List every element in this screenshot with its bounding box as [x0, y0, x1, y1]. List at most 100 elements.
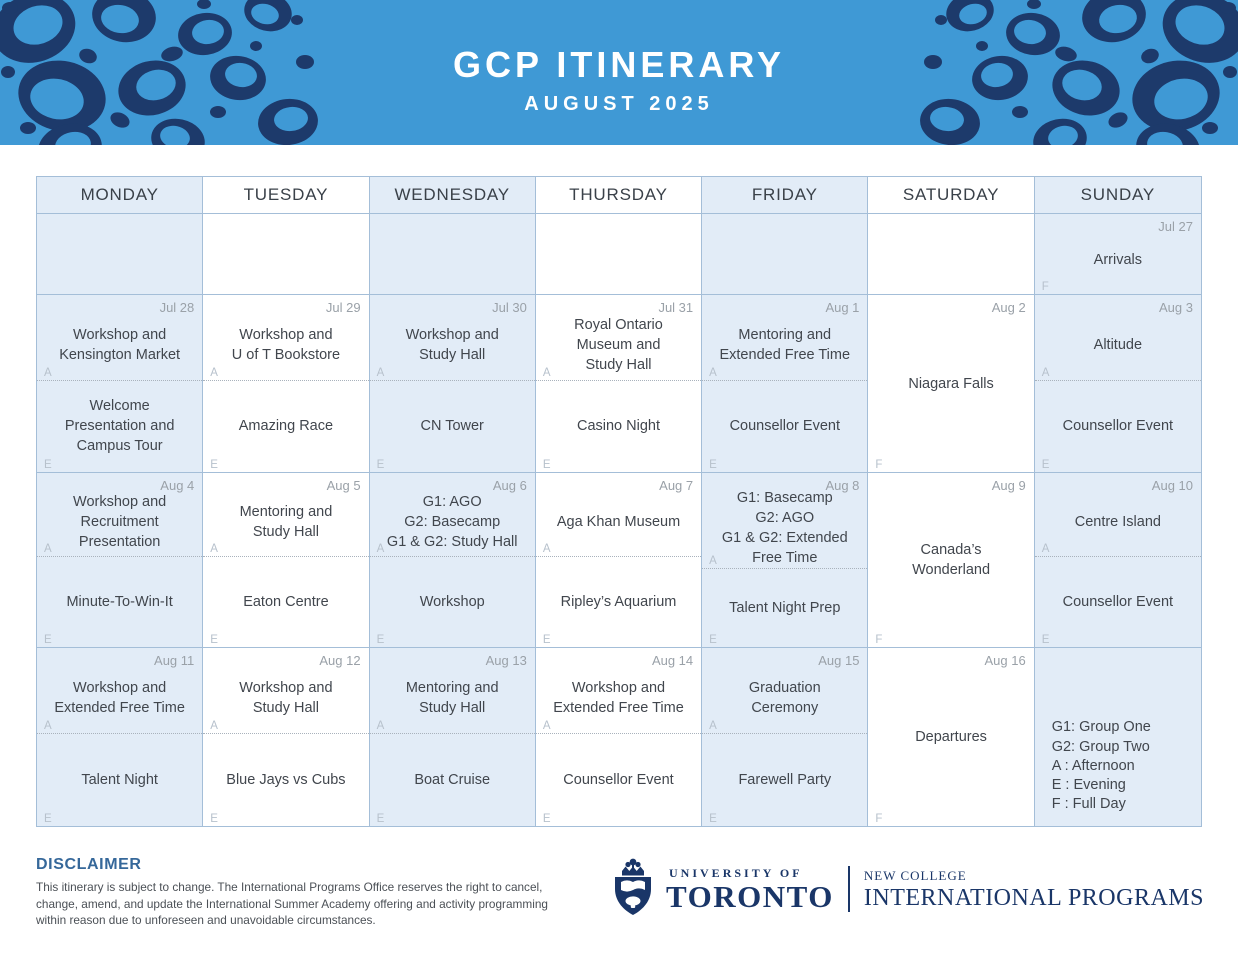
evening-section: Amazing Race E — [203, 381, 368, 472]
evening-event: Welcome Presentation and Campus Tour — [64, 398, 175, 455]
day-header-saturday: SATURDAY — [868, 177, 1035, 214]
evening-marker: E — [44, 634, 52, 646]
evening-event: Counsellor Event — [1062, 418, 1174, 435]
afternoon-section: Workshop and Extended Free Time A — [37, 648, 203, 735]
day-sections: Workshop and Study Hall A Blue Jays vs Cub… — [203, 648, 369, 826]
evening-event: CN Tower — [420, 418, 484, 435]
evening-marker: E — [210, 459, 218, 471]
full-day-marker: F — [875, 634, 883, 646]
disclaimer: DISCLAIMER This itinerary is subject to … — [36, 856, 566, 929]
day-cell-aug-15: Aug 15 Graduation Ceremony A Farewell Party… — [702, 648, 869, 826]
evening-event: Amazing Race — [238, 418, 334, 435]
cell-date: Aug 16 — [984, 653, 1026, 668]
evening-event: Minute-To-Win-It — [66, 594, 173, 611]
evening-section: Counsellor Event E — [1035, 557, 1201, 647]
cell-date: Aug 7 — [659, 478, 694, 493]
evening-event: Workshop — [419, 594, 485, 611]
evening-event: Eaton Centre — [243, 594, 329, 611]
afternoon-marker: A — [709, 366, 717, 379]
day-header-wednesday: WEDNESDAY — [369, 177, 536, 214]
afternoon-section: Workshop and Study Hall A — [369, 295, 535, 381]
afternoon-event: G1: Basecamp G2: AGO G1 & G2: Extended F… — [721, 490, 848, 566]
cell-date: Aug 9 — [991, 478, 1026, 493]
day-sections: Centre Island A Counsellor Event E — [1034, 473, 1201, 647]
evening-section: Talent Night Prep E — [702, 569, 867, 647]
evening-event: Farewell Party — [738, 772, 832, 789]
afternoon-event: Centre Island — [1074, 514, 1161, 531]
afternoon-event: Workshop and Extended Free Time — [553, 680, 684, 717]
afternoon-section: Workshop and U of T Bookstore A — [203, 295, 369, 381]
evening-section: CN Tower E — [370, 381, 535, 472]
cell-date: Jul 29 — [325, 300, 361, 315]
day-cell-aug-14: Aug 14 Workshop and Extended Free Time A Co… — [535, 648, 703, 826]
legend-line: G1: Group One — [1051, 719, 1151, 736]
afternoon-section: Workshop and Kensington Market A — [37, 295, 203, 381]
afternoon-section: Mentoring and Extended Free Time A — [702, 295, 868, 381]
afternoon-marker: A — [210, 543, 218, 556]
new-college-large-text: INTERNATIONAL PROGRAMS — [863, 884, 1204, 911]
legend-line: F : Full Day — [1051, 795, 1126, 812]
afternoon-section: Mentoring and Study Hall A — [369, 648, 535, 735]
day-cell-aug-9: Aug 9 Canada’s Wonderland F — [868, 473, 1035, 648]
afternoon-event: Workshop and Recruitment Presentation — [73, 494, 167, 551]
afternoon-section: Workshop and Extended Free Time A — [535, 648, 702, 735]
day-cell-jul-31: Jul 31 Royal Ontario Museum and Study Hal… — [535, 295, 703, 473]
day-cell-aug-10: Aug 10 Centre Island A Counsellor Event E — [1034, 473, 1201, 648]
footer: DISCLAIMER This itinerary is subject to … — [36, 856, 1204, 929]
day-header-tuesday: TUESDAY — [203, 177, 370, 214]
day-cell-w1-d6 — [868, 214, 1035, 295]
day-cell-w1-d5 — [702, 214, 869, 295]
evening-section: Workshop E — [370, 557, 535, 647]
day-cell-aug-8: Aug 8 G1: Basecamp G2: AGO G1 & G2: Exten… — [702, 473, 869, 648]
evening-section: Counsellor Event E — [1035, 381, 1201, 472]
afternoon-event: Workshop and Study Hall — [239, 680, 333, 717]
afternoon-event: Workshop and Study Hall — [405, 326, 499, 363]
day-sections: Mentoring and Extended Free Time A Counsel… — [702, 295, 868, 472]
day-cell-aug-1: Aug 1 Mentoring and Extended Free Time A Co… — [702, 295, 869, 473]
day-sections: Aga Khan Museum A Ripley’s Aquarium E — [535, 473, 702, 647]
uoft-wordmark: UNIVERSITY OF TORONTO — [666, 867, 834, 912]
new-college-wordmark: NEW COLLEGE INTERNATIONAL PROGRAMS — [864, 869, 1204, 910]
evening-section: Counsellor Event E — [536, 734, 701, 826]
evening-marker: E — [44, 813, 52, 825]
evening-marker: E — [542, 813, 551, 825]
day-header-thursday: THURSDAY — [535, 177, 703, 214]
day-cell-aug-11: Aug 11 Workshop and Extended Free Time A Ta… — [37, 648, 204, 826]
day-cell-w1-d4 — [535, 214, 703, 295]
evening-marker: E — [210, 813, 218, 825]
afternoon-section: Mentoring and Study Hall A — [203, 473, 369, 558]
cell-date: Aug 11 — [154, 653, 195, 668]
cell-date: Aug 15 — [818, 653, 860, 668]
uoft-small-text: UNIVERSITY OF — [669, 865, 803, 880]
logo-divider — [847, 866, 850, 912]
afternoon-marker: A — [376, 366, 385, 379]
evening-event: Talent Night Prep — [729, 600, 841, 616]
day-header-monday: MONDAY — [37, 177, 204, 214]
evening-marker: E — [376, 813, 385, 825]
evening-section: Boat Cruise E — [370, 734, 535, 826]
day-sections: Workshop and U of T Bookstore A Amazing Ra… — [203, 295, 369, 472]
afternoon-marker: A — [1041, 543, 1050, 556]
legend: G1: Group One G2: Group Two A : Afternoon E… — [1035, 648, 1201, 826]
afternoon-marker: A — [376, 720, 385, 733]
afternoon-section: Workshop and Study Hall A — [203, 648, 369, 735]
cell-date: Aug 13 — [485, 653, 527, 668]
day-cell-jul-27: Jul 27 Arrivals F — [1034, 214, 1201, 295]
day-sections: Altitude A Counsellor Event E — [1034, 295, 1201, 472]
afternoon-event: Workshop and U of T Bookstore — [231, 326, 341, 363]
afternoon-event: Aga Khan Museum — [556, 514, 681, 531]
afternoon-section: Centre Island A — [1034, 473, 1201, 558]
legend-line: G2: Group Two — [1051, 738, 1150, 755]
afternoon-marker: A — [376, 543, 385, 556]
evening-marker: E — [709, 813, 717, 825]
evening-section: Casino Night E — [536, 381, 701, 472]
afternoon-marker: A — [44, 543, 52, 556]
day-cell-jul-28: Jul 28 Workshop and Kensington Market A Wel… — [37, 295, 204, 473]
afternoon-marker: A — [210, 720, 218, 733]
evening-event: Counsellor Event — [1062, 594, 1174, 611]
afternoon-marker: A — [709, 555, 717, 567]
full-day-marker: F — [875, 813, 883, 825]
day-cell-aug-6: Aug 6 G1: AGO G2: Basecamp G1 & G2: Study… — [369, 473, 536, 648]
disclaimer-heading: DISCLAIMER — [36, 856, 142, 873]
evening-section: Farewell Party E — [702, 734, 867, 826]
